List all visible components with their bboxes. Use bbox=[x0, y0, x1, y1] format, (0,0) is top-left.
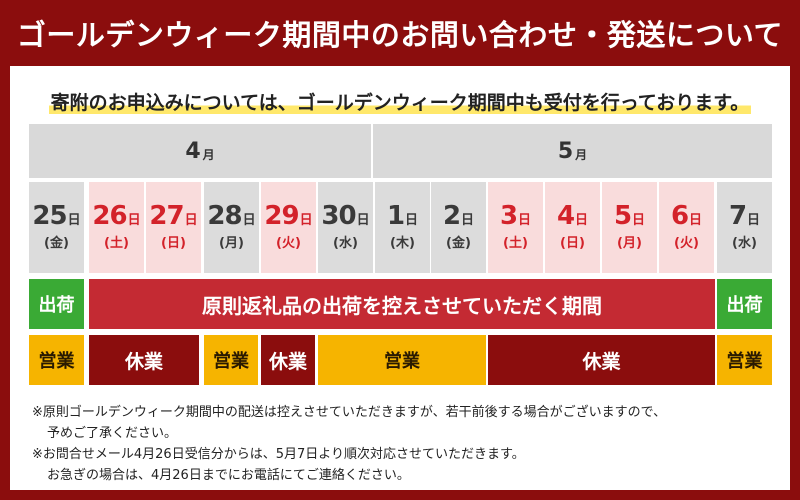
page-title: ゴールデンウィーク期間中のお問い合わせ・発送について bbox=[16, 18, 784, 52]
day-number-value: 2 bbox=[442, 201, 461, 231]
note-line: お急ぎの場合は、4月26日までにお電話にてご連絡ください。 bbox=[47, 468, 410, 483]
day-number: 30日 bbox=[321, 202, 369, 235]
day-number-value: 4 bbox=[556, 201, 575, 231]
day-of-week: (金) bbox=[446, 236, 471, 251]
day-cell: 25日 (金) bbox=[29, 182, 84, 273]
day-suffix: 日 bbox=[184, 213, 198, 228]
day-number-value: 3 bbox=[499, 201, 518, 231]
day-cell: 4日 (日) bbox=[545, 182, 600, 273]
day-suffix: 日 bbox=[299, 213, 313, 228]
day-number-value: 29 bbox=[264, 201, 299, 231]
day-number: 5日 bbox=[614, 202, 645, 235]
day-cell: 26日 (土) bbox=[89, 182, 144, 273]
day-cell: 28日 (月) bbox=[204, 182, 259, 273]
day-number-value: 5 bbox=[613, 201, 632, 231]
day-cell: 29日 (火) bbox=[261, 182, 316, 273]
day-suffix: 日 bbox=[518, 213, 532, 228]
notes: ※原則ゴールデンウィーク期間中の配送は控えさせていただきますが、若干前後する場合… bbox=[32, 402, 782, 486]
day-of-week: (日) bbox=[161, 236, 186, 251]
day-number: 6日 bbox=[671, 202, 702, 235]
day-of-week: (土) bbox=[503, 236, 528, 251]
day-suffix: 日 bbox=[747, 213, 761, 228]
open-may7: 営業 bbox=[717, 335, 772, 385]
ship-label-end: 出荷 bbox=[717, 279, 772, 329]
day-cell: 3日 (土) bbox=[488, 182, 543, 273]
day-suffix: 日 bbox=[242, 213, 256, 228]
day-of-week: (木) bbox=[390, 236, 415, 251]
day-cell: 5日 (月) bbox=[602, 182, 657, 273]
day-suffix: 日 bbox=[689, 213, 703, 228]
day-of-week: (月) bbox=[617, 236, 642, 251]
day-cell: 6日 (火) bbox=[659, 182, 714, 273]
day-of-week: (火) bbox=[276, 236, 301, 251]
day-number-value: 25 bbox=[32, 201, 67, 231]
subtitle-text: 寄附のお申込みについては、ゴールデンウィーク期間中も受付を行っております。 bbox=[48, 92, 752, 114]
day-of-week: (水) bbox=[333, 236, 358, 251]
closed-may3-6: 休業 bbox=[488, 335, 715, 385]
day-suffix: 日 bbox=[575, 213, 589, 228]
day-number: 2日 bbox=[443, 202, 474, 235]
month-april-unit: 月 bbox=[202, 147, 215, 162]
day-number: 7日 bbox=[729, 202, 760, 235]
day-suffix: 日 bbox=[461, 213, 475, 228]
day-cell: 2日 (金) bbox=[431, 182, 486, 273]
month-may-unit: 月 bbox=[575, 147, 588, 162]
shipping-pause-period: 原則返礼品の出荷を控えさせていただく期間 bbox=[89, 279, 715, 329]
day-number-value: 7 bbox=[728, 201, 747, 231]
day-cell: 1日 (木) bbox=[375, 182, 430, 273]
day-suffix: 日 bbox=[405, 213, 419, 228]
day-of-week: (土) bbox=[104, 236, 129, 251]
day-number-value: 26 bbox=[92, 201, 127, 231]
day-of-week: (月) bbox=[219, 236, 244, 251]
day-number-value: 27 bbox=[149, 201, 184, 231]
day-number-value: 1 bbox=[386, 201, 405, 231]
closed-apr26-27: 休業 bbox=[89, 335, 199, 385]
day-suffix: 日 bbox=[356, 213, 370, 228]
day-number: 26日 bbox=[92, 202, 140, 235]
month-may-number: 5 bbox=[557, 138, 574, 164]
open-apr30-may2: 営業 bbox=[318, 335, 486, 385]
day-of-week: (水) bbox=[732, 236, 757, 251]
note-line: ※お問合せメール4月26日受信分からは、5月7日より順次対応させていただきます。 bbox=[32, 447, 525, 462]
subtitle: 寄附のお申込みについては、ゴールデンウィーク期間中も受付を行っております。 bbox=[10, 88, 790, 116]
day-cell: 7日 (水) bbox=[717, 182, 772, 273]
note-line: 予めご了承ください。 bbox=[47, 426, 178, 441]
day-number: 27日 bbox=[149, 202, 197, 235]
day-cell: 27日 (日) bbox=[146, 182, 201, 273]
day-number: 25日 bbox=[32, 202, 80, 235]
day-number-value: 30 bbox=[321, 201, 356, 231]
open-apr25: 営業 bbox=[29, 335, 84, 385]
day-number: 1日 bbox=[387, 202, 418, 235]
day-suffix: 日 bbox=[127, 213, 141, 228]
day-number: 4日 bbox=[557, 202, 588, 235]
note-line: ※原則ゴールデンウィーク期間中の配送は控えさせていただきますが、若干前後する場合… bbox=[32, 405, 667, 420]
day-cell: 30日 (水) bbox=[318, 182, 373, 273]
day-suffix: 日 bbox=[67, 213, 81, 228]
day-of-week: (金) bbox=[44, 236, 69, 251]
day-number-value: 6 bbox=[670, 201, 689, 231]
closed-apr29: 休業 bbox=[261, 335, 315, 385]
day-of-week: (火) bbox=[674, 236, 699, 251]
ship-label-start: 出荷 bbox=[29, 279, 84, 329]
month-april-number: 4 bbox=[185, 138, 201, 164]
day-number: 29日 bbox=[264, 202, 312, 235]
day-of-week: (日) bbox=[560, 236, 585, 251]
day-number: 28日 bbox=[207, 202, 255, 235]
day-number-value: 28 bbox=[207, 201, 242, 231]
day-suffix: 日 bbox=[632, 213, 646, 228]
day-number: 3日 bbox=[500, 202, 531, 235]
open-apr28: 営業 bbox=[204, 335, 258, 385]
